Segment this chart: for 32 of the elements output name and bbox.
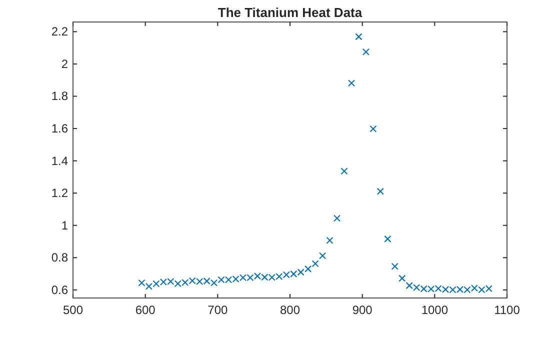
point [370,125,377,132]
point [340,168,348,175]
y-tick-label: 0.8 [51,250,68,265]
point [304,265,312,272]
point [326,236,334,244]
y-tick-label: 0.6 [51,282,68,297]
y-tick-label: 2.2 [51,24,68,39]
chart-title: The Titanium Heat Data [218,5,363,20]
x-tick-label: 800 [280,303,300,317]
y-tick-label: 1 [61,218,68,232]
y-tick-label: 1.8 [51,89,68,104]
y-tick-label: 1.4 [51,154,68,168]
x-tick-label: 700 [208,303,228,317]
point [391,262,398,270]
x-tick-label: 900 [352,303,373,317]
point [376,188,384,195]
y-tick-label: 2 [61,56,68,71]
x-tick-label: 600 [135,303,156,317]
point [362,48,370,56]
y-tick-label: 1.2 [51,186,68,200]
point [398,274,406,282]
point [384,235,392,242]
x-tick-label: 1000 [421,303,448,317]
y-tick-label: 1.6 [51,122,68,136]
x-tick-label: 1100 [494,303,520,317]
point [355,33,362,40]
point [138,279,146,286]
point [348,80,356,87]
point [319,252,326,260]
x-tick-label: 500 [62,303,84,317]
point [333,214,341,222]
point [312,260,319,268]
